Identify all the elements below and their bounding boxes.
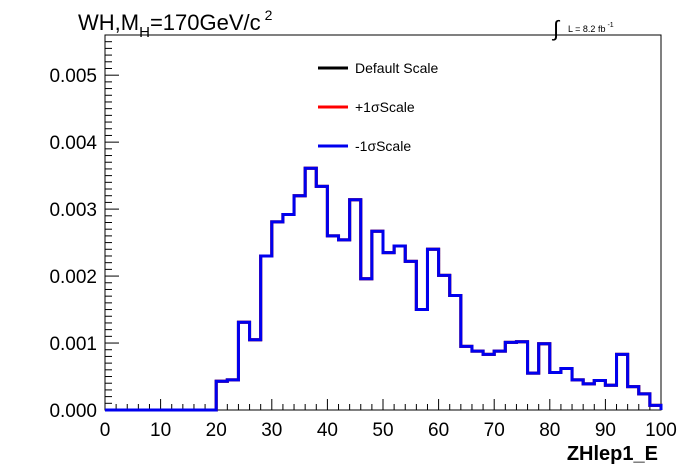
- lumi-integral-sign: ∫: [551, 16, 561, 41]
- lumi-superscript: -1: [607, 22, 613, 29]
- y-axis: 0.000 0.001 0.002 0.003 0.004 0.005: [49, 41, 119, 422]
- x-tick-label: 80: [539, 420, 560, 441]
- x-tick-label: 50: [372, 420, 393, 441]
- y-tick-label: 0.002: [49, 267, 97, 288]
- x-axis-title: ZHlep1_E: [567, 443, 658, 465]
- title-after: =170GeV/c: [150, 10, 261, 35]
- x-axis: 0 10 20 30 40 50 60 70 80 90 100: [100, 399, 677, 441]
- x-tick-label: 40: [317, 420, 338, 441]
- y-tick-label: 0.000: [49, 401, 97, 422]
- x-tick-label: 90: [595, 420, 616, 441]
- series-line-2: [105, 166, 663, 412]
- legend-label: -1σScale: [355, 138, 411, 154]
- lumi-text: L = 8.2 fb: [568, 24, 605, 34]
- x-tick-label: 60: [428, 420, 449, 441]
- legend-label: Default Scale: [355, 60, 438, 76]
- series-line-1: [105, 166, 663, 412]
- x-tick-label: 20: [206, 420, 227, 441]
- title-subscript: H: [139, 24, 150, 41]
- x-tick-label: 30: [261, 420, 282, 441]
- x-tick-label: 0: [100, 420, 111, 441]
- x-tick-label: 100: [645, 420, 677, 441]
- y-tick-label: 0.005: [49, 66, 97, 87]
- legend: Default Scale +1σScale -1σScale: [318, 60, 438, 154]
- title-main: WH,M: [78, 10, 139, 35]
- lumi-label: L = 8.2 fb -1: [568, 22, 614, 34]
- x-tick-label: 10: [150, 420, 171, 441]
- y-tick-label: 0.004: [49, 133, 97, 154]
- legend-label: +1σScale: [355, 99, 415, 115]
- y-tick-label: 0.003: [49, 200, 97, 221]
- series-layer: [105, 166, 663, 412]
- series-line-0: [105, 166, 663, 412]
- y-tick-label: 0.001: [49, 334, 97, 355]
- chart-title: WH,MH=170GeV/c 2: [78, 7, 273, 41]
- x-tick-label: 70: [484, 420, 505, 441]
- plot-frame: [104, 34, 662, 411]
- title-superscript: 2: [265, 7, 273, 23]
